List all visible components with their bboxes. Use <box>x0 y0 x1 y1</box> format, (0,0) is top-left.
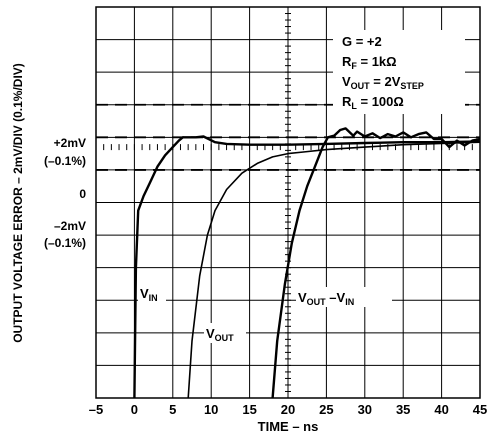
series-label-vout: VOUT <box>206 326 234 343</box>
y-tick-label-plus2-pct: (–0.1%) <box>44 154 86 168</box>
series-label-bg-vout-vin <box>296 287 392 307</box>
x-tick-label: 35 <box>396 402 410 417</box>
series-group <box>133 127 481 399</box>
annotation-rl-main: R <box>342 94 352 109</box>
series-label-vout-sub: OUT <box>215 333 235 343</box>
x-tick-label: 45 <box>473 402 487 417</box>
y-tick-label-minus2: –2mV <box>54 219 86 233</box>
y-tick-label-plus2: +2mV <box>54 136 86 150</box>
annotation-vout-sub2: STEP <box>400 81 424 91</box>
x-tick-label: 20 <box>281 402 295 417</box>
annotation-gain: G = +2 <box>342 34 382 49</box>
x-axis-label: TIME – ns <box>258 419 319 434</box>
series-label-vout-vin-sub: OUT <box>307 297 327 307</box>
series-label-vout-vin-main: V <box>298 290 307 305</box>
annotation-rl-sub: L <box>351 101 357 111</box>
annotation-rf: RF = 1kΩ <box>342 54 397 71</box>
plot-frame <box>95 6 481 399</box>
annotation-background <box>333 30 465 114</box>
annotation-vout: VOUT = 2VSTEP <box>342 74 424 91</box>
y-tick-label-zero: 0 <box>79 187 86 201</box>
series-label-bg-vout <box>204 323 246 343</box>
annotation-rf-sub: F <box>351 61 357 71</box>
annotation-vout-mid: = 2V <box>370 74 401 89</box>
x-tick-label: 25 <box>319 402 333 417</box>
annotation-rf-value: = 1kΩ <box>357 54 397 69</box>
annotation-rl: RL = 100Ω <box>342 94 404 111</box>
annotation-rf-main: R <box>342 54 352 69</box>
x-tick-label: 10 <box>204 402 218 417</box>
x-tick-label: 15 <box>242 402 256 417</box>
series-label-vout-vin-sub2: IN <box>345 297 354 307</box>
reference-lines <box>96 103 480 171</box>
series-label-vout-minus-vin: VOUT –VIN <box>298 290 354 307</box>
series-line-2 <box>271 127 481 399</box>
x-tick-label: –5 <box>89 402 103 417</box>
annotation-rl-value: = 100Ω <box>357 94 404 109</box>
x-tick-label: 5 <box>169 402 176 417</box>
series-label-vin-main: V <box>140 286 149 301</box>
series-line-1 <box>187 141 481 399</box>
series-label-vin: VIN <box>140 286 158 303</box>
series-label-vin-sub: IN <box>149 293 158 303</box>
x-tick-label: 40 <box>434 402 448 417</box>
series-line-0 <box>133 135 481 399</box>
series-label-bg-vin <box>138 284 166 304</box>
series-label-vout-main: V <box>206 326 215 341</box>
annotation-vout-sub: OUT <box>351 81 371 91</box>
x-tick-label: 30 <box>358 402 372 417</box>
y-tick-label-minus2-pct: (–0.1%) <box>44 236 86 250</box>
series-label-vout-vin-mid: –V <box>326 290 346 305</box>
annotation-vout-main: V <box>342 74 351 89</box>
x-tick-labels: –5 0 5 10 15 20 25 30 35 40 45 <box>89 402 487 417</box>
y-axis-label: OUTPUT VOLTAGE ERROR – 2mV/DIV (0.1%/DIV… <box>11 63 25 343</box>
x-tick-label: 0 <box>131 402 138 417</box>
